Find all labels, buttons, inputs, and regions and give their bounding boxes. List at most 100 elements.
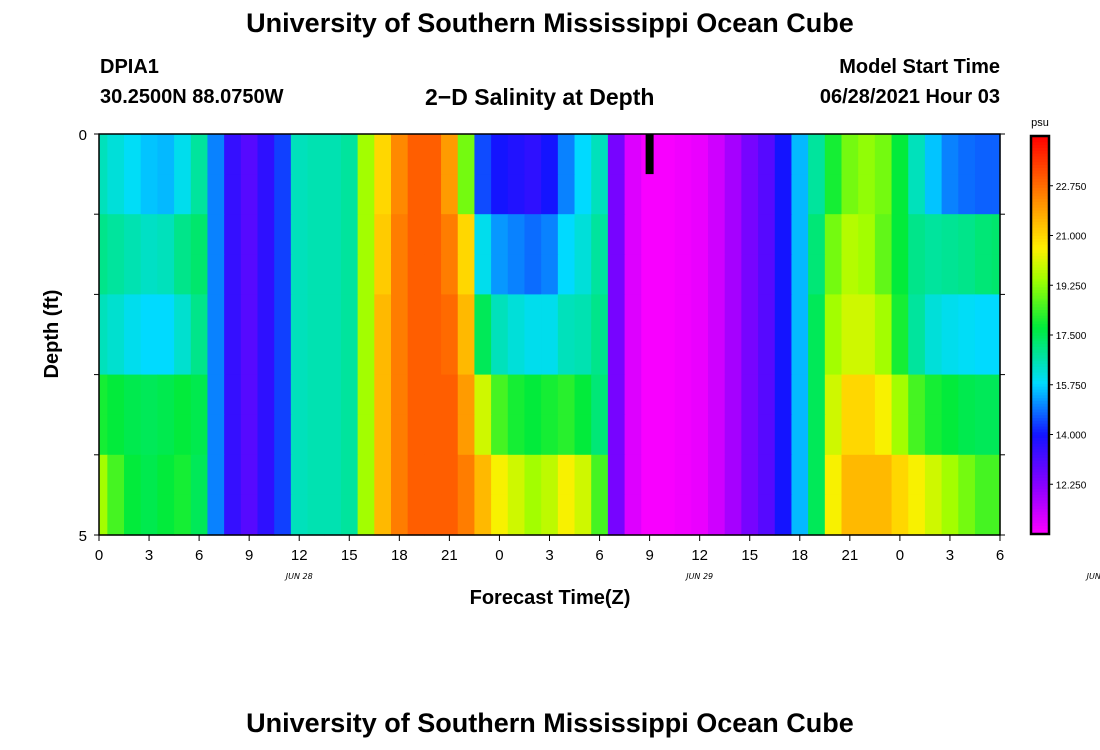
heatmap-cell: [758, 294, 776, 336]
x-tick-label: 0: [95, 547, 103, 564]
colorbar-tick-label: 14.000: [1056, 431, 1087, 442]
heatmap-cell: [174, 134, 192, 175]
heatmap-cell: [374, 134, 392, 175]
heatmap-cell: [124, 174, 142, 215]
heatmap-cell: [307, 414, 325, 456]
heatmap-cell: [140, 214, 158, 255]
heatmap-cell: [390, 374, 409, 416]
colorbar-segment: [1031, 519, 1049, 524]
heatmap-cell: [741, 334, 759, 376]
heatmap-cell: [708, 454, 726, 496]
heatmap-cell: [290, 134, 309, 175]
colorbar-segment: [1031, 286, 1049, 291]
heatmap-cell: [808, 334, 826, 376]
heatmap-cell: [507, 454, 526, 496]
heatmap-cell: [407, 334, 425, 376]
heatmap-cell: [140, 134, 158, 175]
date-label: JUN 29: [684, 572, 713, 581]
heatmap-cell: [574, 414, 592, 456]
colorbar-segment: [1031, 485, 1049, 490]
heatmap-cell: [257, 134, 275, 175]
date-label: JUN 30: [1085, 572, 1100, 581]
heatmap-cell: [557, 134, 576, 175]
heatmap-cell: [541, 374, 559, 416]
colorbar-segment: [1031, 190, 1049, 194]
heatmap-cell: [924, 334, 943, 376]
x-tick-label: 0: [495, 547, 503, 564]
heatmap-cell: [124, 134, 142, 175]
heatmap-cell: [140, 174, 158, 215]
colorbar-segment: [1031, 232, 1049, 237]
heatmap-cell: [557, 254, 576, 295]
colorbar-segment: [1031, 380, 1049, 384]
heatmap-cell: [274, 454, 292, 496]
heatmap-cell: [541, 334, 559, 376]
colorbar-segment: [1031, 428, 1049, 433]
heatmap-cell: [407, 214, 425, 255]
heatmap-cell: [240, 374, 259, 416]
heatmap-cell: [340, 134, 359, 175]
colorbar-segment: [1031, 269, 1049, 274]
colorbar-segment: [1031, 494, 1049, 498]
colorbar-segment: [1031, 514, 1049, 518]
heatmap-cell: [641, 334, 659, 376]
heatmap-cell: [908, 214, 926, 255]
heatmap-cell: [324, 334, 342, 376]
heatmap-cell: [858, 374, 876, 416]
heatmap-cell: [724, 134, 742, 175]
heatmap-cell: [524, 294, 542, 336]
heatmap-cell: [557, 334, 576, 376]
heatmap-cell: [99, 214, 108, 255]
heatmap-cell: [941, 174, 959, 215]
heatmap-cell: [457, 414, 476, 456]
colorbar-segment: [1031, 363, 1049, 367]
colorbar-segment: [1031, 207, 1049, 211]
colorbar-segment: [1031, 337, 1049, 342]
colorbar-segment: [1031, 172, 1049, 177]
colorbar-segment: [1031, 212, 1049, 217]
x-tick-label: 15: [741, 547, 758, 564]
heatmap-cell: [224, 174, 242, 215]
colorbar-segment: [1031, 303, 1049, 308]
heatmap-cell: [240, 454, 259, 496]
heatmap-cell: [357, 414, 375, 456]
colorbar-segment: [1031, 332, 1049, 336]
colorbar-tick-label: 19.250: [1056, 281, 1087, 292]
heatmap-cell: [457, 134, 476, 175]
colorbar-segment: [1031, 170, 1049, 174]
colorbar-segment: [1031, 295, 1049, 299]
heatmap-cell: [724, 494, 742, 536]
heatmap-cell: [340, 294, 359, 336]
colorbar-segment: [1031, 383, 1049, 387]
heatmap-cell: [274, 294, 292, 336]
heatmap-cell: [607, 454, 626, 496]
heatmap-cell: [874, 334, 893, 376]
heatmap-cell: [407, 174, 425, 215]
heatmap-cell: [374, 254, 392, 295]
heatmap-cell: [607, 494, 626, 536]
heatmap-cell: [991, 134, 1001, 175]
heatmap-cell: [190, 374, 209, 416]
heatmap-cell: [491, 494, 509, 536]
heatmap-cell: [107, 214, 125, 255]
heatmap-cell: [224, 414, 242, 456]
heatmap-cell: [607, 414, 626, 456]
heatmap-cell: [107, 334, 125, 376]
heatmap-cell: [190, 334, 209, 376]
heatmap-cell: [858, 494, 876, 536]
heatmap-cell: [941, 374, 959, 416]
heatmap-cell: [758, 214, 776, 255]
heatmap-cell: [708, 214, 726, 255]
heatmap-cell: [407, 414, 425, 456]
heatmap-cell: [124, 454, 142, 496]
heatmap-cell: [99, 374, 108, 416]
x-tick-label: 6: [996, 547, 1004, 564]
colorbar-segment: [1031, 184, 1049, 188]
colorbar-segment: [1031, 414, 1049, 419]
heatmap-cell: [958, 414, 976, 456]
heatmap-cell: [257, 414, 275, 456]
heatmap-cell: [891, 334, 909, 376]
heatmap-cell: [424, 214, 442, 255]
heatmap-cell: [908, 414, 926, 456]
